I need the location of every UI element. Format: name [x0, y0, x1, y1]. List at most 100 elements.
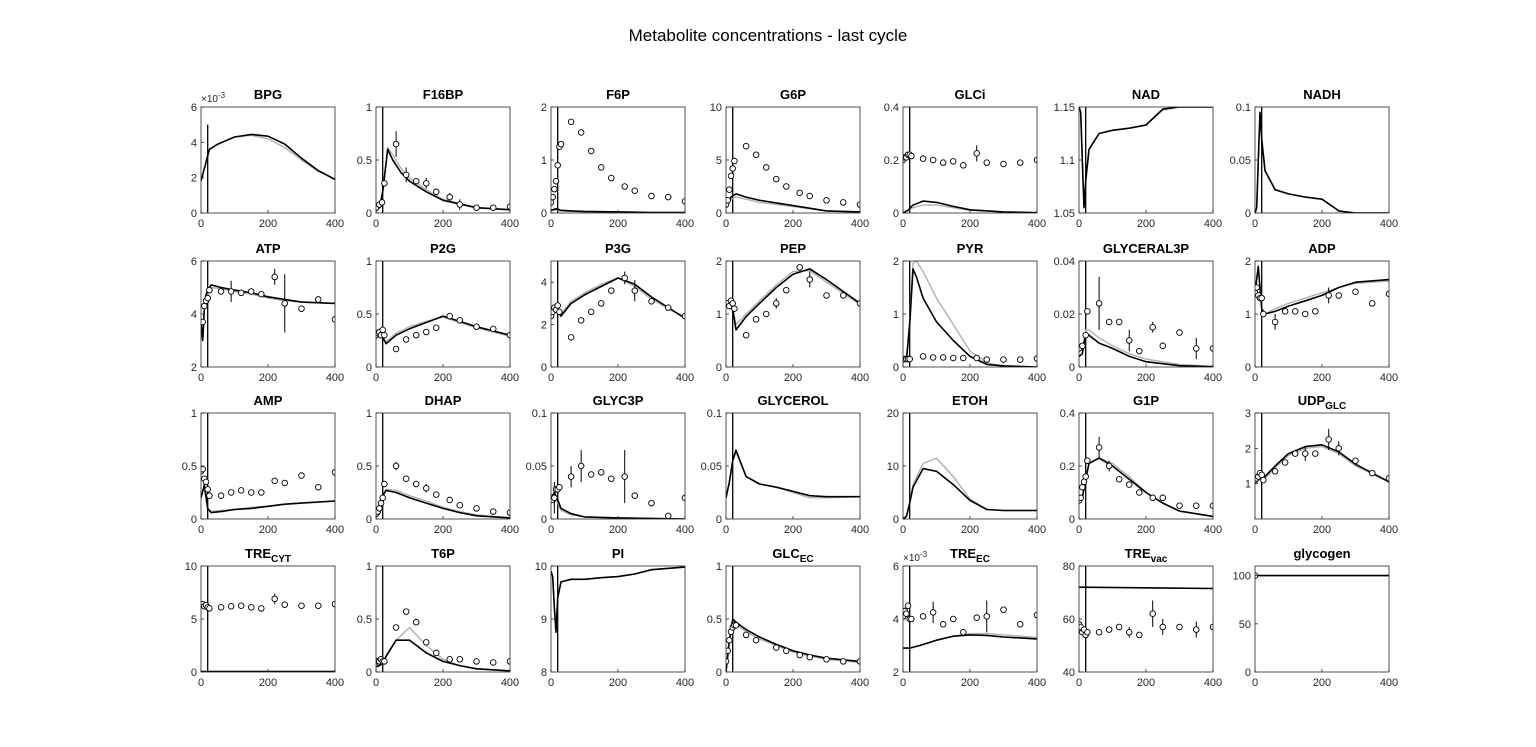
x-tick-label: 200: [784, 218, 802, 230]
x-tick-label: 200: [784, 372, 802, 384]
data-point: [1258, 294, 1265, 302]
data-point: [412, 331, 420, 339]
data-point: [906, 355, 913, 363]
data-point: [742, 331, 750, 339]
data-point: [490, 659, 497, 666]
data-point: [202, 478, 210, 486]
y-tick-label: 0: [716, 514, 722, 526]
series-line: [1079, 107, 1213, 204]
subplot-p3g: 0 200 400 0 2 4 P3G: [541, 241, 694, 384]
x-tick-label: 200: [609, 677, 627, 689]
data-point: [919, 155, 927, 162]
plot-area: [1255, 413, 1389, 519]
y-tick-label: 2: [541, 320, 547, 332]
x-tick-label: 200: [609, 524, 627, 536]
data-point: [856, 201, 860, 208]
plot-area: [726, 566, 860, 672]
data-point: [446, 193, 453, 201]
x-tick-label: 200: [434, 372, 452, 384]
y-tick-label: 0.04: [1054, 256, 1075, 268]
data-point: [587, 147, 595, 155]
data-point: [665, 304, 672, 311]
data-point: [1017, 159, 1024, 166]
data-point: [903, 610, 910, 617]
series-line: [726, 268, 860, 331]
data-point: [665, 512, 672, 519]
y-tick-label: 0: [893, 514, 899, 526]
data-point: [506, 509, 510, 516]
data-point: [681, 312, 685, 320]
subplot-amp: 0 200 400 0 0.5 1 AMP: [182, 393, 344, 536]
data-point: [796, 651, 803, 659]
x-tick-label: 200: [961, 677, 979, 689]
data-point: [206, 605, 213, 612]
x-tick-label: 400: [676, 524, 694, 536]
data-point: [608, 287, 615, 294]
data-point: [773, 644, 780, 651]
data-point: [456, 501, 464, 509]
subplot-g6p: 0 200 400 0 5 10 G6P: [710, 87, 869, 230]
x-tick-label: 400: [501, 677, 519, 689]
y-tick-label: 0: [1069, 514, 1075, 526]
y-tick-label: 2: [541, 102, 547, 114]
y-tick-label: 1: [191, 408, 197, 420]
data-point: [556, 308, 563, 316]
y-tick-label: 1.15: [1054, 102, 1075, 114]
data-point: [1136, 489, 1143, 496]
y-tick-label: 0: [541, 208, 547, 220]
series-line: [903, 261, 1037, 367]
axes-box: [1078, 412, 1214, 520]
x-tick-label: 400: [851, 218, 869, 230]
y-tick-label: 0.2: [1060, 461, 1075, 473]
data-point: [960, 629, 967, 636]
data-point: [1105, 462, 1113, 470]
y-tick-label: 2: [893, 667, 899, 679]
x-tick-label: 400: [851, 524, 869, 536]
subplot-title: NAD: [1132, 87, 1160, 102]
data-point: [1136, 631, 1143, 639]
subplot-glci: 0 200 400 0 0.2 0.4 GLCi: [884, 87, 1046, 230]
x-tick-label: 200: [1137, 677, 1155, 689]
data-point: [206, 492, 213, 499]
data-point: [378, 199, 386, 206]
data-point: [973, 150, 980, 157]
data-point: [1260, 476, 1267, 484]
subplot-title: PI: [612, 546, 624, 561]
series-line: [903, 268, 1037, 367]
subplot-title: G1P: [1133, 393, 1159, 408]
data-point: [598, 164, 605, 171]
data-point: [919, 613, 927, 620]
data-point: [402, 608, 410, 615]
subplot-title: F6P: [606, 87, 630, 102]
x-tick-label: 400: [326, 218, 344, 230]
data-point: [577, 317, 585, 324]
data-point: [281, 479, 289, 487]
data-point: [621, 473, 628, 480]
data-point: [315, 296, 322, 303]
data-point: [1192, 345, 1200, 352]
x-tick-label: 0: [1252, 218, 1258, 230]
data-point: [752, 636, 760, 644]
y-tick-label: 0: [366, 208, 372, 220]
x-tick-label: 0: [373, 372, 379, 384]
data-point: [392, 624, 400, 631]
data-point: [621, 183, 628, 190]
data-point: [950, 354, 957, 362]
axes-box: [375, 565, 511, 673]
x-tick-label: 400: [326, 372, 344, 384]
y-tick-label: 0: [366, 667, 372, 679]
data-point: [567, 118, 575, 126]
x-tick-label: 0: [1252, 524, 1258, 536]
data-point: [1192, 626, 1200, 633]
y-tick-label: 1.05: [1054, 208, 1075, 220]
subplot-title: GLYCEROL: [757, 393, 828, 408]
data-point: [1255, 284, 1260, 291]
series-line: [726, 193, 860, 213]
y-tick-label: 10: [710, 102, 722, 114]
data-point: [823, 656, 830, 663]
y-tick-label: 0: [366, 514, 372, 526]
data-point: [939, 621, 947, 628]
y-tick-label: 5: [191, 614, 197, 626]
data-point: [1176, 329, 1183, 336]
x-tick-label: 400: [1204, 677, 1222, 689]
